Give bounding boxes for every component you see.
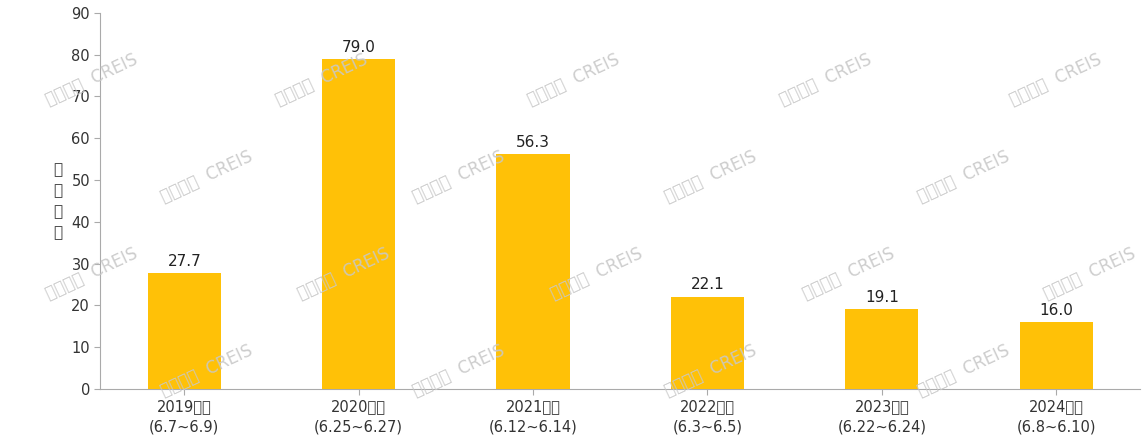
Text: 中指数据  CREIS: 中指数据 CREIS bbox=[547, 244, 646, 303]
Text: 中指数据  CREIS: 中指数据 CREIS bbox=[662, 147, 760, 206]
Text: 中指数据  CREIS: 中指数据 CREIS bbox=[409, 341, 508, 400]
Text: 中指数据  CREIS: 中指数据 CREIS bbox=[914, 147, 1013, 206]
Text: 中指数据  CREIS: 中指数据 CREIS bbox=[524, 50, 623, 108]
Text: 16.0: 16.0 bbox=[1039, 303, 1074, 318]
Text: 中指数据  CREIS: 中指数据 CREIS bbox=[1006, 50, 1105, 108]
Text: 中指数据  CREIS: 中指数据 CREIS bbox=[157, 147, 256, 206]
Bar bbox=[322, 59, 396, 389]
Text: 中指数据  CREIS: 中指数据 CREIS bbox=[777, 50, 875, 108]
Text: 22.1: 22.1 bbox=[690, 277, 724, 292]
Text: 中指数据  CREIS: 中指数据 CREIS bbox=[409, 147, 508, 206]
Text: 79.0: 79.0 bbox=[342, 40, 375, 55]
Text: 27.7: 27.7 bbox=[167, 254, 201, 269]
Text: 中指数据  CREIS: 中指数据 CREIS bbox=[272, 50, 370, 108]
Bar bbox=[1020, 322, 1093, 389]
Bar bbox=[148, 273, 221, 389]
Text: 中指数据  CREIS: 中指数据 CREIS bbox=[42, 244, 141, 303]
Text: 中指数据  CREIS: 中指数据 CREIS bbox=[914, 341, 1013, 400]
Bar bbox=[845, 309, 919, 389]
Text: 中指数据  CREIS: 中指数据 CREIS bbox=[295, 244, 393, 303]
Text: 56.3: 56.3 bbox=[516, 135, 551, 149]
Y-axis label: 万
平
方
米: 万 平 方 米 bbox=[53, 162, 62, 240]
Text: 中指数据  CREIS: 中指数据 CREIS bbox=[799, 244, 898, 303]
Text: 19.1: 19.1 bbox=[865, 290, 899, 305]
Text: 中指数据  CREIS: 中指数据 CREIS bbox=[42, 50, 141, 108]
Text: 中指数据  CREIS: 中指数据 CREIS bbox=[157, 341, 256, 400]
Bar bbox=[671, 296, 744, 389]
Bar bbox=[497, 154, 570, 389]
Text: 中指数据  CREIS: 中指数据 CREIS bbox=[1040, 244, 1139, 303]
Text: 中指数据  CREIS: 中指数据 CREIS bbox=[662, 341, 760, 400]
